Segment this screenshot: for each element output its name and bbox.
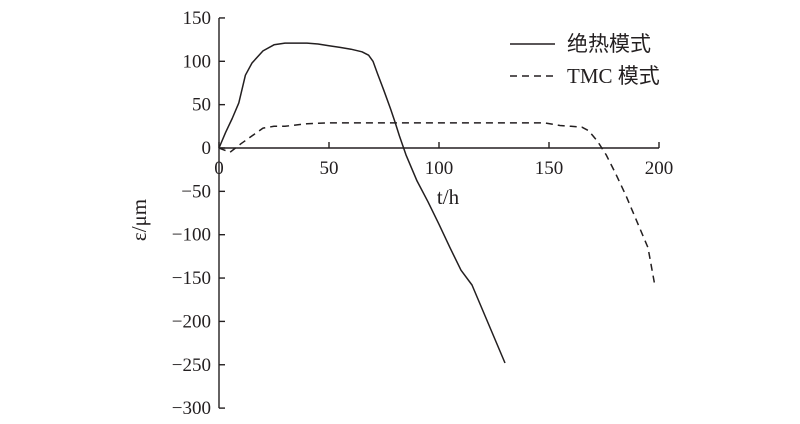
- y-tick-label: 150: [183, 8, 212, 29]
- y-tick-label: −100: [172, 225, 211, 246]
- y-tick-label: −250: [172, 355, 211, 376]
- y-tick-label: −200: [172, 311, 211, 332]
- series-line-1: [218, 122, 656, 285]
- y-tick-label: −150: [172, 268, 211, 289]
- x-tick-label: 150: [535, 158, 564, 179]
- x-tick-label: 0: [214, 158, 224, 179]
- plot-area: [218, 42, 656, 364]
- x-axis: 0 50 100 150 200 t/h: [214, 142, 673, 209]
- x-tick-label: 50: [320, 158, 339, 179]
- x-axis-label: t/h: [437, 185, 460, 209]
- y-tick-label: 100: [183, 51, 212, 72]
- legend-label-1: TMC 模式: [567, 64, 660, 88]
- legend-item-1: TMC 模式: [510, 64, 660, 88]
- series-line-0: [218, 42, 506, 364]
- y-tick-label: −300: [172, 398, 211, 419]
- y-tick-label: 0: [202, 138, 212, 159]
- y-axis-label: ε/μm: [127, 199, 151, 241]
- legend-label-0: 绝热模式: [567, 32, 651, 56]
- legend-item-0: 绝热模式: [510, 32, 651, 56]
- y-tick-label: −50: [181, 181, 211, 202]
- x-tick-label: 200: [645, 158, 674, 179]
- y-tick-label: 50: [192, 95, 211, 116]
- x-tick-label: 100: [425, 158, 454, 179]
- legend: 绝热模式 TMC 模式: [510, 32, 660, 88]
